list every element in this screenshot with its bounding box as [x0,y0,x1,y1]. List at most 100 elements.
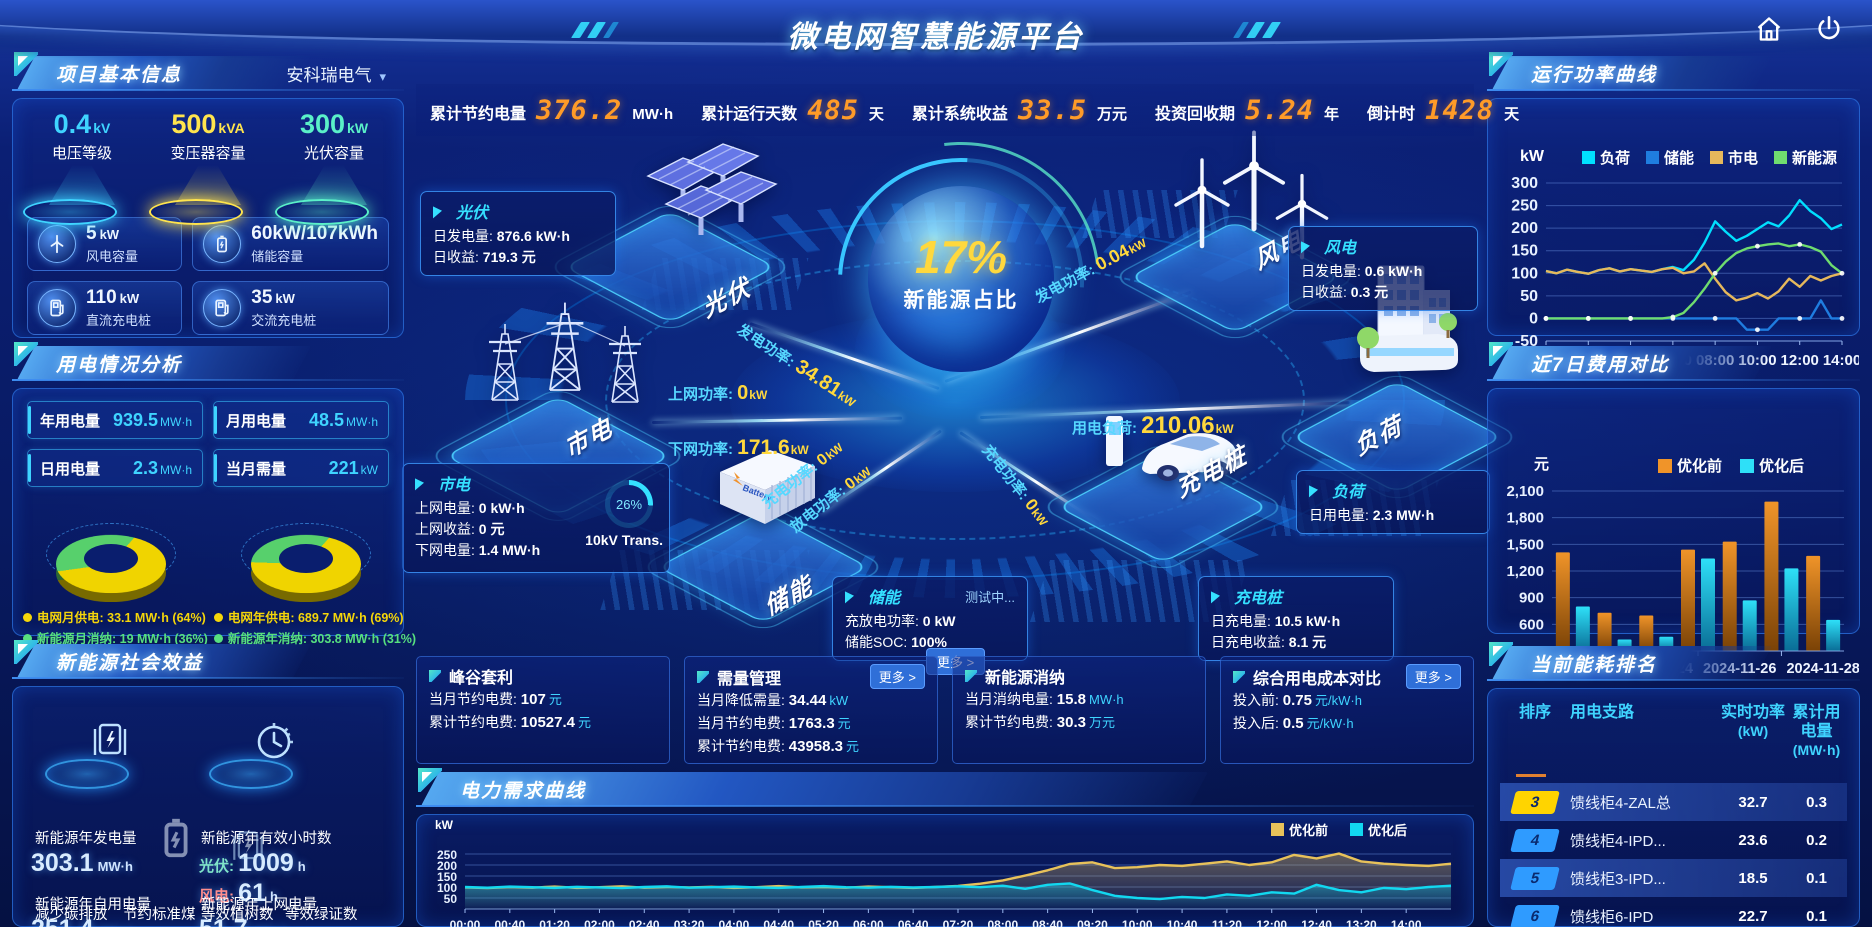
legend-swatch[interactable] [1774,151,1787,164]
bar-优化前 [1722,541,1737,651]
yearly-energy-donut [231,501,381,603]
svg-text:元: 元 [1534,456,1549,473]
dc-charger-icon [38,289,76,327]
kpi-label: 投资回收期 [1154,105,1235,123]
benefit-label: 减少碳排放 [35,907,108,923]
summary-row: 当月节约电费: 1763.3 元 [697,715,851,732]
flow-name: 上网功率: [668,386,738,403]
cost-compare-panel: 近7日费用对比 300 600 900 1,200 1,500 1,800 2,100 元 20… [1487,342,1860,677]
home-icon[interactable] [1752,12,1786,46]
rank-cell: 6 [1500,904,1570,927]
legend-swatch[interactable] [1710,151,1723,164]
testing-tag: 测试中... [965,589,1015,605]
panel-title: 当前能耗排名 [1531,655,1658,676]
arrow-icon [1301,238,1316,254]
legend-dot-icon [23,613,32,622]
svg-text:1,800: 1,800 [1506,510,1544,527]
kpi-label: 累计运行天数 [701,105,798,123]
legend-label[interactable]: 优化前 [1677,457,1722,475]
column-header: 排序 [1518,704,1551,721]
usage-stat: 日用电量 2.3 MW·h [27,449,203,487]
battery-ghost-icon [153,815,199,866]
svg-text:14:00: 14:00 [1391,918,1422,927]
flow-value: 0 [737,382,749,404]
corner-accent-icon [697,670,709,683]
power-icon[interactable] [1812,12,1846,46]
kpi-stat: 倒计时 1428 天 [1353,95,1533,126]
svg-text:02:00: 02:00 [584,918,615,927]
info-row: 充放电功率: 0 kW [845,613,956,629]
legend-label[interactable]: 新能源 [1792,149,1837,167]
legend-swatch[interactable] [1271,823,1284,836]
capacity-card: 60kW/107kWh 储能容量 [192,217,389,271]
summary-row: 投入前: 0.75 元/kW·h [1233,692,1362,709]
power-grid-icon [487,301,643,404]
kpi-label: 倒计时 [1367,105,1416,123]
svg-text:07:20: 07:20 [943,918,974,927]
panel-title: 近7日费用对比 [1531,355,1670,376]
table-row[interactable]: 6 馈线柜6-IPD 22.7 0.1 [1500,897,1847,927]
usage-label: 日用电量 [40,460,101,478]
spotlight-label: 光伏容量 [303,145,364,162]
legend-label[interactable]: 优化后 [1368,823,1407,838]
benefit-label: 等效植树数 [201,907,274,923]
kpi-value: 485 [807,94,859,126]
panel-title: 项目基本信息 [56,65,183,86]
pedestal-rings-decor [45,759,129,789]
battery-icon [203,225,242,263]
card-label: 储能容量 [251,249,304,264]
svg-text:150: 150 [437,870,457,884]
table-row[interactable]: 5 馈线柜3-IPD... 18.5 0.1 [1500,859,1847,897]
glow-ring-decor [149,199,243,225]
column-header: 实时功率 (kW) [1720,704,1785,739]
legend-label[interactable]: 市电 [1728,149,1758,167]
info-row: 日发电量: 0.6 kW·h [1301,263,1423,279]
panel-header: 项目基本信息 安科瑞电气 ▾ [12,52,404,91]
kpi-stat: 累计节约电量 376.2 MW·h [416,95,687,126]
kpi-stat: 投资回收期 5.24 年 [1141,95,1353,126]
svg-text:200: 200 [1511,220,1538,237]
capacity-spotlight: 500 kVA 变压器容量 [149,109,267,225]
flow-value: 171.6 [737,436,790,459]
capacity-card: 5 kW 风电容量 [27,217,183,271]
glow-ring-decor [23,199,117,225]
svg-text:11:20: 11:20 [1212,918,1242,927]
bar-优化前 [1764,501,1779,651]
kpi-stats-bar: 累计节约电量 376.2 MW·h 累计运行天数 485 天累计系统收益 33.5 万元 投资回… [416,84,1519,136]
info-row: 日发电量: 876.6 kW·h [433,228,570,244]
svg-text:150: 150 [1511,243,1538,260]
more-button[interactable]: 更多 > [869,664,925,689]
legend-swatch[interactable] [1350,823,1363,836]
legend-label[interactable]: 优化前 [1289,823,1328,838]
legend-label[interactable]: 储能 [1664,149,1694,167]
ev-car-charger-icon [1106,416,1242,481]
legend-swatch[interactable] [1740,459,1754,473]
svg-text:02:40: 02:40 [629,918,660,927]
power-cell: 32.7 [1738,793,1768,811]
benefit-value: 风电: 61 h [199,879,278,907]
legend-swatch[interactable] [1658,459,1672,473]
table-row[interactable]: 3 馈线柜4-ZAL总 32.7 0.3 [1500,783,1847,821]
pv-info-box: 光伏 日发电量: 876.6 kW·h 日收益: 719.3 元 [420,191,616,276]
legend-label[interactable]: 优化后 [1759,457,1804,475]
usage-label: 年用电量 [40,412,101,430]
legend-swatch[interactable] [1582,151,1595,164]
more-button[interactable]: 更多 > [1405,664,1461,689]
legend-label[interactable]: 负荷 [1600,149,1630,167]
svg-text:01:20: 01:20 [539,918,570,927]
benefit-pedestal [203,705,299,801]
svg-text:12:00: 12:00 [1256,918,1287,927]
table-row[interactable]: 4 馈线柜4-IPD... 23.6 0.2 [1500,821,1847,859]
benefit-pedestal [39,705,135,801]
donut-legend-item: 电网年供电: 689.7 MW·h (69%) [213,607,416,626]
svg-text:13:20: 13:20 [1346,918,1377,927]
legend-dot-icon [23,634,32,643]
energy-ranking-panel: 当前能耗排名 排序 用电支路 实时功率 (kW) 累计用电量 (MW·h) 3 馈线柜4-ZA… [1487,642,1860,927]
svg-text:kW: kW [1520,148,1545,165]
company-dropdown[interactable]: 安科瑞电气 ▾ [286,66,386,85]
legend-swatch[interactable] [1646,151,1659,164]
summary-row: 当月消纳电量: 15.8 MW·h [965,691,1124,708]
donut-legend-item: 新能源月消纳: 19 MW·h (36%) [23,628,208,647]
info-row: 日用电量: 2.3 MW·h [1309,507,1435,523]
svg-text:04:40: 04:40 [763,918,794,927]
